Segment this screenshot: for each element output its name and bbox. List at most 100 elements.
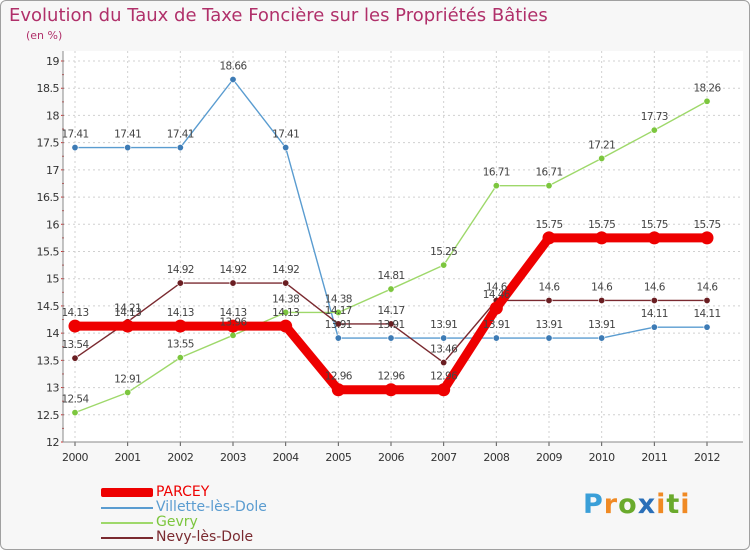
axes-layer: 12 12.5 13 13.5 14 14.5 15 15.5 16 16.5 17 17.5 18 18… bbox=[37, 51, 743, 464]
data-label-nevy-l-s-dole: 14.92 bbox=[272, 264, 299, 276]
logo-letter: t bbox=[666, 489, 681, 520]
data-label-parcey: 15.75 bbox=[535, 219, 562, 231]
data-label-parcey: 14.13 bbox=[219, 307, 246, 319]
data-point-nevy-l-s-dole bbox=[176, 279, 184, 287]
data-point-nevy-l-s-dole bbox=[334, 320, 342, 328]
data-point-gevry bbox=[492, 182, 500, 190]
legend-swatch-gevry bbox=[101, 522, 153, 524]
data-label-nevy-l-s-dole: 14.6 bbox=[539, 281, 561, 293]
data-label-nevy-l-s-dole: 14.6 bbox=[486, 281, 508, 293]
data-label-gevry: 13.96 bbox=[219, 316, 247, 328]
data-label-villette-l-s-dole: 13.91 bbox=[325, 319, 352, 331]
data-point-gevry bbox=[334, 308, 342, 316]
legend-label-gevry: Gevry bbox=[156, 514, 198, 530]
data-label-villette-l-s-dole: 17.41 bbox=[61, 129, 88, 141]
data-label-nevy-l-s-dole: 14.92 bbox=[219, 264, 246, 276]
x-tick-label: 2010 bbox=[589, 451, 615, 464]
data-label-parcey: 14.13 bbox=[272, 307, 299, 319]
data-label-parcey: 12.96 bbox=[325, 371, 353, 383]
x-tick-label: 2012 bbox=[694, 451, 720, 464]
x-tick-label: 2004 bbox=[273, 451, 299, 464]
data-label-villette-l-s-dole: 13.91 bbox=[535, 319, 562, 331]
data-point-villette-l-s-dole bbox=[229, 76, 237, 84]
data-label-gevry: 15.25 bbox=[430, 246, 457, 258]
grid-layer bbox=[63, 51, 743, 443]
data-label-gevry: 18.26 bbox=[693, 82, 721, 94]
data-point-villette-l-s-dole bbox=[71, 144, 79, 152]
data-label-nevy-l-s-dole: 14.17 bbox=[325, 305, 352, 317]
data-label-villette-l-s-dole: 17.41 bbox=[272, 129, 299, 141]
series-layer bbox=[68, 76, 714, 417]
y-tick-label: 18.5 bbox=[37, 82, 60, 95]
data-label-gevry: 12.54 bbox=[61, 394, 89, 406]
x-tick-label: 2003 bbox=[220, 451, 246, 464]
data-point-gevry bbox=[598, 154, 606, 162]
data-label-gevry: 13.55 bbox=[167, 339, 194, 351]
y-tick-label: 14.5 bbox=[37, 300, 60, 313]
data-label-villette-l-s-dole: 14.11 bbox=[693, 308, 720, 320]
logo-letter: x bbox=[637, 489, 657, 520]
legend-item-parcey: PARCEY bbox=[101, 485, 321, 500]
legend-swatch-villette bbox=[101, 507, 153, 509]
data-point-nevy-l-s-dole bbox=[282, 279, 290, 287]
y-tick-label: 16.5 bbox=[37, 191, 60, 204]
data-label-villette-l-s-dole: 13.91 bbox=[483, 319, 510, 331]
data-point-gevry bbox=[282, 308, 290, 316]
legend-label-villette: Villette-lès-Dole bbox=[156, 499, 267, 515]
legend-item-villette: Villette-lès-Dole bbox=[101, 500, 321, 515]
x-tick-label: 2002 bbox=[167, 451, 193, 464]
data-point-parcey bbox=[542, 231, 556, 245]
data-label-parcey: 14.13 bbox=[114, 307, 141, 319]
legend-label-parcey: PARCEY bbox=[156, 484, 210, 500]
plot-background bbox=[63, 51, 743, 442]
y-tick-label: 12 bbox=[46, 436, 59, 449]
x-tick-label: 2005 bbox=[325, 451, 351, 464]
data-label-parcey: 15.75 bbox=[588, 219, 615, 231]
data-point-parcey bbox=[173, 319, 187, 333]
logo-letter: o bbox=[618, 489, 638, 520]
y-tick-label: 15.5 bbox=[37, 246, 60, 259]
data-point-parcey bbox=[384, 383, 398, 397]
data-point-nevy-l-s-dole bbox=[440, 359, 448, 367]
data-point-nevy-l-s-dole bbox=[703, 296, 711, 304]
legend-item-nevy: Nevy-lès-Dole bbox=[101, 530, 321, 545]
data-point-gevry bbox=[545, 182, 553, 190]
y-tick-label: 19 bbox=[46, 55, 59, 68]
data-point-nevy-l-s-dole bbox=[650, 296, 658, 304]
y-tick-label: 12.5 bbox=[37, 409, 60, 422]
data-point-gevry bbox=[71, 409, 79, 417]
data-point-nevy-l-s-dole bbox=[545, 296, 553, 304]
logo-letter: P bbox=[583, 489, 604, 520]
data-point-villette-l-s-dole bbox=[124, 144, 132, 152]
data-label-villette-l-s-dole: 13.91 bbox=[588, 319, 615, 331]
data-point-gevry bbox=[124, 388, 132, 396]
data-point-parcey bbox=[68, 319, 82, 333]
x-tick-label: 2011 bbox=[641, 451, 667, 464]
data-point-gevry bbox=[229, 331, 237, 339]
data-point-villette-l-s-dole bbox=[440, 334, 448, 342]
data-label-villette-l-s-dole: 13.91 bbox=[377, 319, 404, 331]
x-tick-label: 2001 bbox=[115, 451, 141, 464]
data-label-parcey: 12.96 bbox=[430, 371, 458, 383]
data-label-villette-l-s-dole: 13.91 bbox=[430, 319, 457, 331]
legend: PARCEY Villette-lès-Dole Gevry Nevy-lès-… bbox=[101, 485, 321, 545]
data-label-parcey: 12.96 bbox=[377, 371, 405, 383]
data-point-villette-l-s-dole bbox=[387, 334, 395, 342]
logo-letter: i bbox=[680, 489, 691, 520]
data-point-parcey bbox=[331, 383, 345, 397]
data-point-villette-l-s-dole bbox=[492, 334, 500, 342]
data-label-gevry: 17.73 bbox=[641, 111, 668, 123]
y-tick-label: 17 bbox=[46, 164, 59, 177]
data-point-gevry bbox=[703, 97, 711, 105]
x-tick-label: 2006 bbox=[378, 451, 404, 464]
x-tick-label: 2007 bbox=[431, 451, 457, 464]
data-label-gevry: 16.71 bbox=[483, 167, 510, 179]
legend-label-nevy: Nevy-lès-Dole bbox=[156, 529, 254, 545]
data-label-parcey: 14.13 bbox=[167, 307, 194, 319]
data-point-gevry bbox=[440, 261, 448, 269]
logo-letter: i bbox=[656, 489, 667, 520]
data-point-parcey bbox=[595, 231, 609, 245]
y-tick-label: 16 bbox=[46, 218, 59, 231]
